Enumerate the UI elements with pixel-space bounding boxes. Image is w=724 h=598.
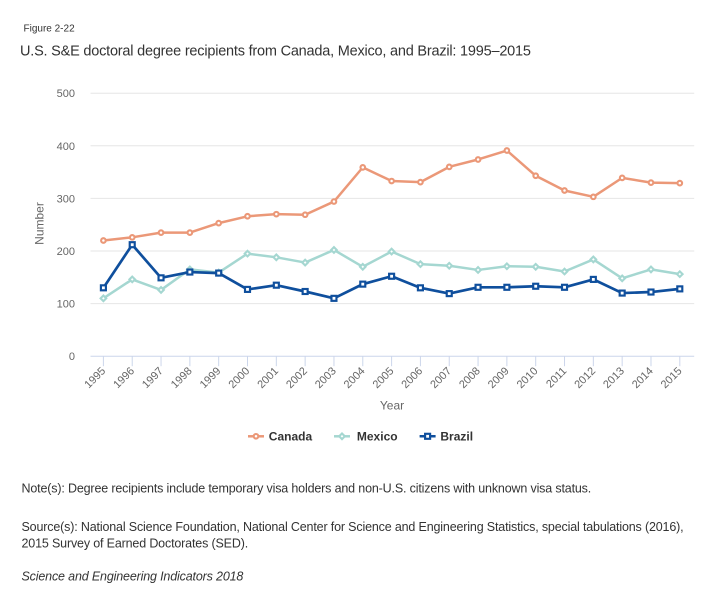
svg-text:0: 0: [69, 351, 75, 363]
svg-text:500: 500: [57, 88, 75, 100]
svg-text:Brazil: Brazil: [440, 430, 473, 444]
svg-text:Source(s): National Science Fo: Source(s): National Science Foundation, …: [22, 520, 684, 534]
svg-text:U.S. S&E doctoral degree recip: U.S. S&E doctoral degree recipients from…: [20, 44, 531, 60]
svg-text:Mexico: Mexico: [357, 430, 398, 444]
svg-text:Canada: Canada: [269, 430, 313, 444]
svg-text:400: 400: [57, 141, 75, 153]
svg-text:Note(s): Degree recipients inc: Note(s): Degree recipients include tempo…: [22, 482, 592, 496]
svg-text:100: 100: [57, 299, 75, 311]
svg-text:Year: Year: [380, 399, 404, 413]
svg-text:Figure 2-22: Figure 2-22: [24, 24, 76, 35]
svg-text:Science and Engineering Indica: Science and Engineering Indicators 2018: [22, 570, 244, 584]
svg-text:300: 300: [57, 193, 75, 205]
svg-text:2015 Survey of Earned Doctorat: 2015 Survey of Earned Doctorates (SED).: [22, 537, 249, 551]
svg-text:200: 200: [57, 246, 75, 258]
svg-text:Number: Number: [33, 202, 47, 245]
